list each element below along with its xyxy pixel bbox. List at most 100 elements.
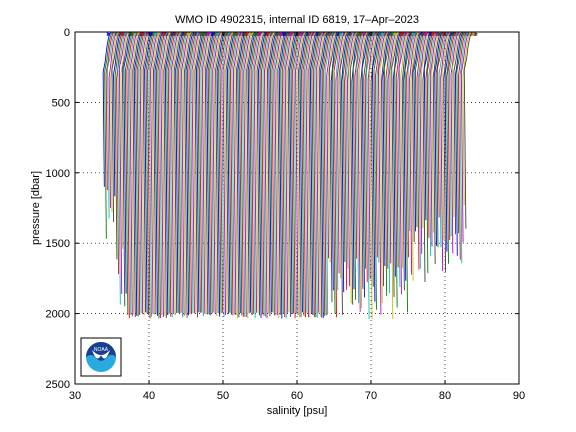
profile-line xyxy=(296,31,306,318)
profile-line xyxy=(385,31,395,269)
profile-line xyxy=(463,31,473,229)
profile-line xyxy=(456,31,466,234)
profile-line xyxy=(265,31,275,314)
profile-line xyxy=(232,31,242,316)
profile-line xyxy=(192,31,202,313)
profile-line xyxy=(141,31,151,316)
x-tick-labels: 30 40 50 60 70 80 90 xyxy=(69,390,525,402)
profile-line xyxy=(453,31,463,235)
profile-line xyxy=(431,31,441,233)
profile-line xyxy=(388,31,398,264)
profile-line xyxy=(379,31,389,304)
profile-line xyxy=(367,31,377,280)
profile-line xyxy=(290,31,300,314)
profile-line xyxy=(349,31,359,305)
profile-line xyxy=(234,31,244,319)
profile-line xyxy=(218,31,228,314)
profile-line xyxy=(250,31,260,314)
profile-line xyxy=(407,31,417,232)
profile-line xyxy=(247,31,257,313)
profile-line xyxy=(243,31,253,317)
profile-line xyxy=(440,31,450,271)
plot-area xyxy=(74,31,520,385)
profile-line xyxy=(197,31,207,313)
profile-line xyxy=(130,31,140,315)
profile-line xyxy=(327,31,337,263)
profile-line xyxy=(298,31,308,318)
profile-line xyxy=(335,31,345,291)
profile-line xyxy=(357,31,367,312)
profile-line xyxy=(246,31,256,314)
profile-line xyxy=(123,31,133,294)
profile-surface-segment xyxy=(430,32,435,37)
profile-line xyxy=(317,31,327,317)
profile-surface-segment xyxy=(358,32,362,37)
profile-line xyxy=(280,31,290,314)
profile-line xyxy=(275,31,285,319)
profile-line xyxy=(262,31,272,317)
profile-line xyxy=(426,31,436,238)
profile-line xyxy=(116,31,125,275)
profile-line xyxy=(238,31,248,316)
profile-line xyxy=(222,31,232,315)
profile-line xyxy=(194,31,204,318)
profile-line xyxy=(191,31,201,314)
profile-line xyxy=(420,31,430,229)
profile-line xyxy=(185,31,195,316)
profile-line xyxy=(422,31,432,283)
profile-line xyxy=(252,31,262,319)
profile-line xyxy=(178,31,188,313)
profile-surface-segment xyxy=(282,32,287,37)
profile-line xyxy=(278,31,288,319)
profile-surface-segment xyxy=(239,32,243,37)
profile-line xyxy=(253,31,263,313)
profile-surface-segment xyxy=(149,32,153,37)
profile-line xyxy=(401,31,411,291)
x-tick-label: 60 xyxy=(291,390,303,402)
y-tick-label: 2500 xyxy=(46,379,70,391)
profile-line xyxy=(261,31,271,316)
profile-surface-segment xyxy=(153,32,157,37)
y-tick-label: 0 xyxy=(64,27,70,39)
profile-line xyxy=(329,31,339,303)
profile-line xyxy=(435,31,445,248)
profile-line xyxy=(312,31,322,318)
profile-line xyxy=(155,31,165,319)
profile-line xyxy=(441,31,451,241)
profile-line xyxy=(151,31,161,315)
profile-line xyxy=(324,31,334,315)
profile-line xyxy=(237,31,247,314)
profile-line xyxy=(229,31,239,316)
profile-line xyxy=(114,31,124,260)
profile-line xyxy=(389,31,399,319)
profile-line xyxy=(398,31,408,295)
profile-surface-segment xyxy=(206,32,210,37)
profile-line xyxy=(286,31,296,313)
profile-line xyxy=(348,31,358,304)
profile-line xyxy=(190,31,199,314)
profile-line xyxy=(459,31,469,264)
profile-surface-segment xyxy=(130,32,134,37)
profile-line xyxy=(392,31,402,277)
profile-line xyxy=(414,31,424,228)
profile-line xyxy=(283,31,293,319)
profile-line xyxy=(170,31,180,314)
profile-line xyxy=(107,31,117,219)
profile-line xyxy=(352,31,362,300)
profile-surface-segment xyxy=(162,32,166,37)
profile-line xyxy=(305,31,315,318)
profile-line xyxy=(358,31,368,308)
profile-line xyxy=(118,31,128,294)
profile-line xyxy=(373,31,383,310)
profile-line xyxy=(315,31,325,313)
profile-line xyxy=(235,31,245,318)
profile-surface-segment xyxy=(187,32,191,37)
profile-line xyxy=(175,31,185,313)
profile-line xyxy=(277,31,287,315)
profile-line xyxy=(429,31,439,247)
y-tick-labels: 0 500 1000 1500 2000 2500 xyxy=(46,27,70,391)
profile-line xyxy=(360,31,370,289)
axes-box xyxy=(74,31,520,385)
profile-line xyxy=(369,31,379,319)
profile-line xyxy=(437,31,447,218)
